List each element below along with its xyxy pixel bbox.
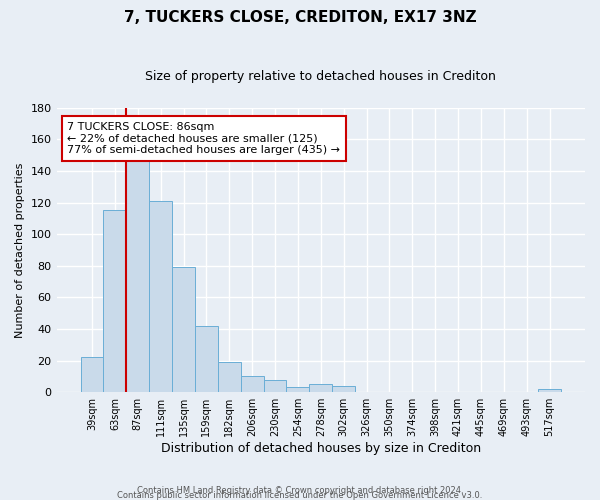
Bar <box>310 384 332 392</box>
X-axis label: Distribution of detached houses by size in Crediton: Distribution of detached houses by size … <box>161 442 481 455</box>
Text: 7, TUCKERS CLOSE, CREDITON, EX17 3NZ: 7, TUCKERS CLOSE, CREDITON, EX17 3NZ <box>124 10 476 25</box>
Bar <box>286 388 310 392</box>
Text: Contains HM Land Registry data © Crown copyright and database right 2024.: Contains HM Land Registry data © Crown c… <box>137 486 463 495</box>
Bar <box>538 389 561 392</box>
Bar <box>263 380 286 392</box>
Bar <box>332 386 355 392</box>
Title: Size of property relative to detached houses in Crediton: Size of property relative to detached ho… <box>145 70 496 83</box>
Bar <box>172 268 195 392</box>
Text: Contains public sector information licensed under the Open Government Licence v3: Contains public sector information licen… <box>118 491 482 500</box>
Bar <box>103 210 127 392</box>
Bar <box>127 158 149 392</box>
Y-axis label: Number of detached properties: Number of detached properties <box>15 162 25 338</box>
Bar <box>218 362 241 392</box>
Text: 7 TUCKERS CLOSE: 86sqm
← 22% of detached houses are smaller (125)
77% of semi-de: 7 TUCKERS CLOSE: 86sqm ← 22% of detached… <box>67 122 340 155</box>
Bar <box>149 201 172 392</box>
Bar <box>241 376 263 392</box>
Bar <box>80 358 103 392</box>
Bar <box>195 326 218 392</box>
